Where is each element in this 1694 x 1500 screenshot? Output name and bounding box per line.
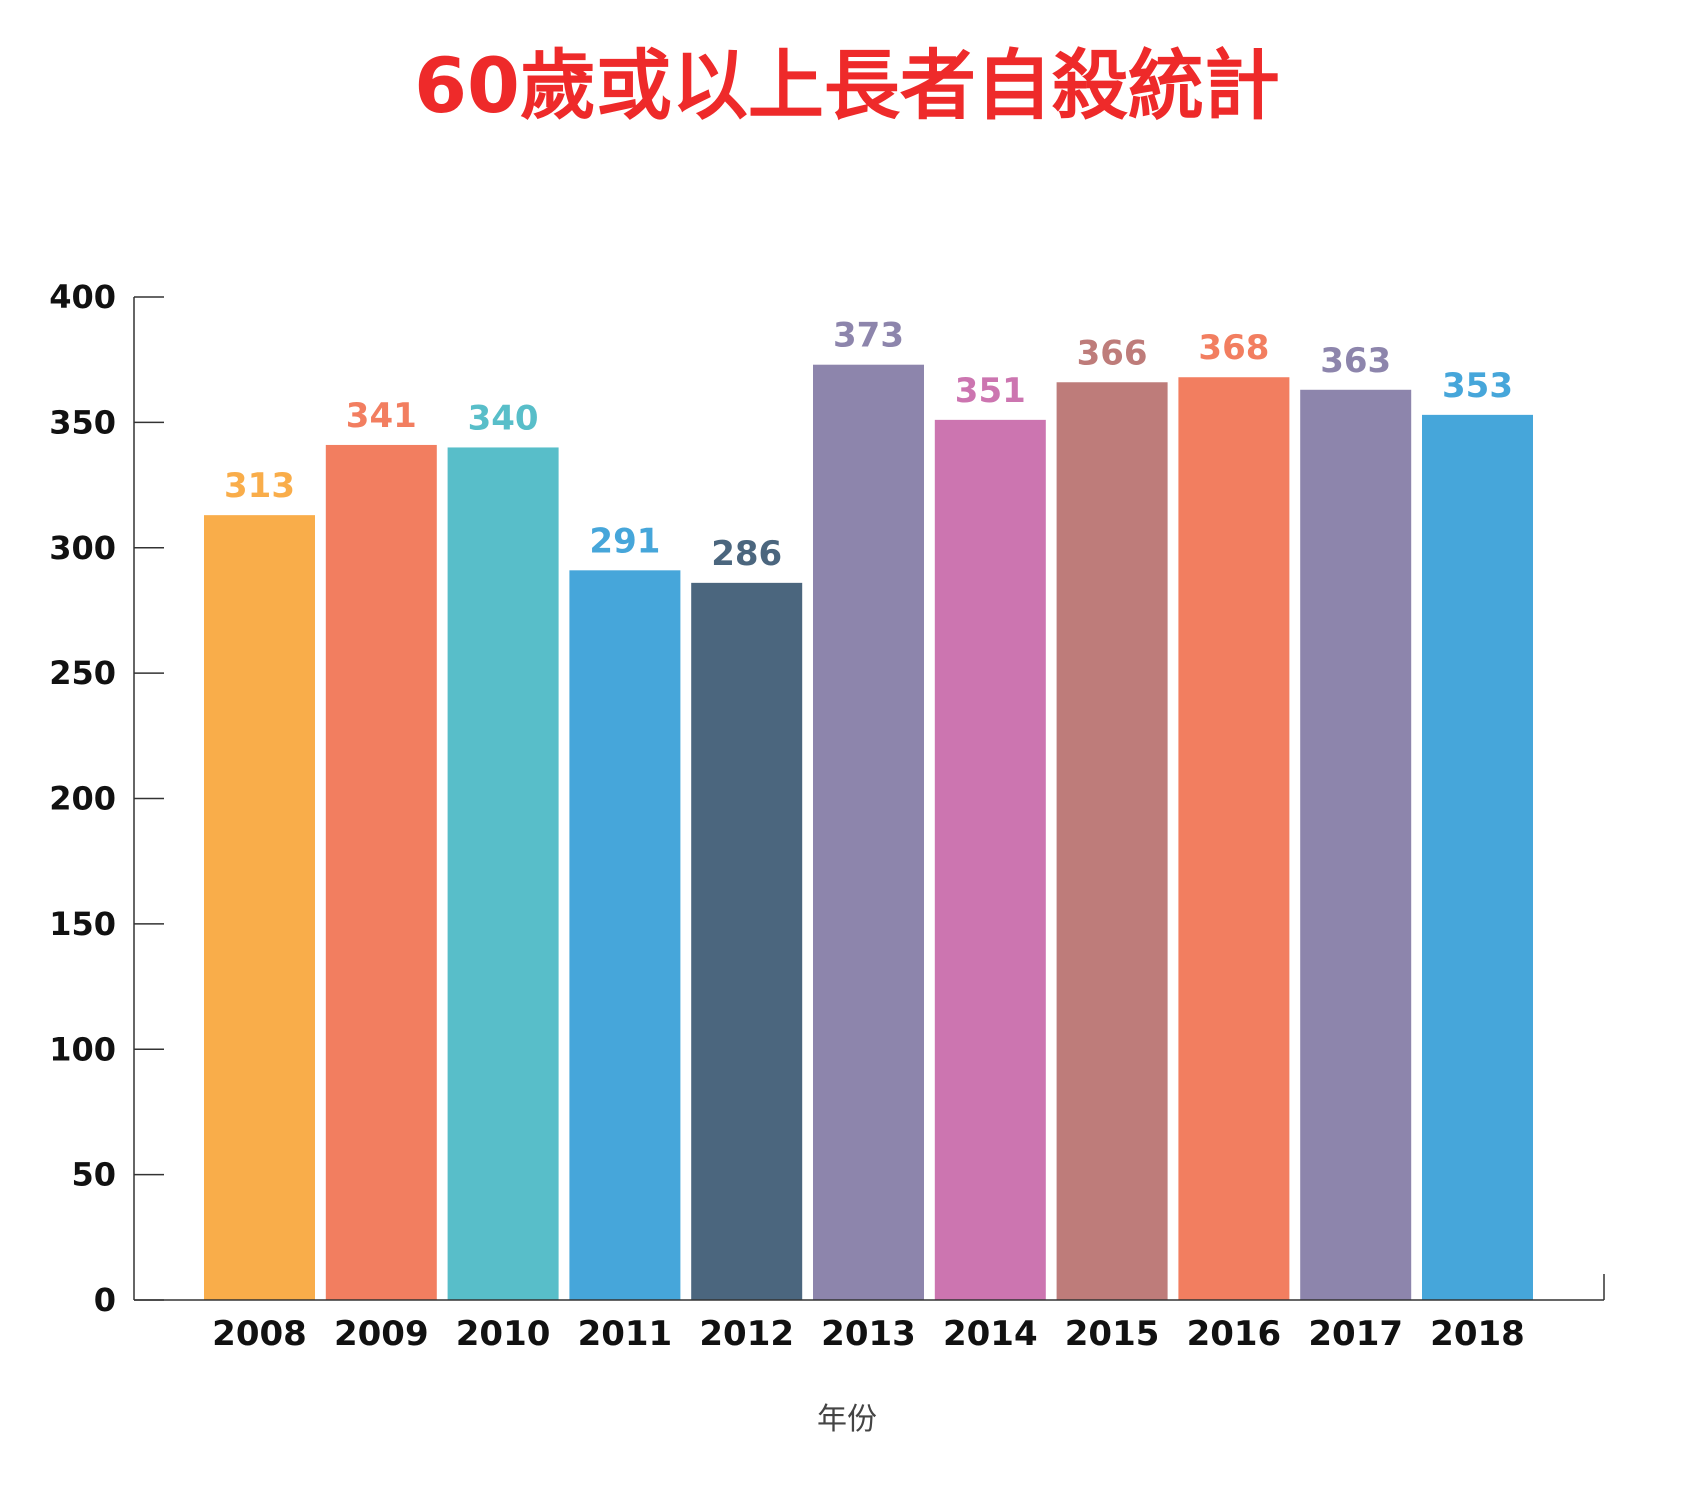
y-tick-label: 350 [49, 403, 116, 441]
bar-2017 [1300, 389, 1412, 1301]
bar-2014 [934, 419, 1046, 1300]
data-label-2009: 341 [346, 396, 417, 436]
data-label-2008: 313 [224, 466, 295, 506]
bar-2015 [1056, 382, 1168, 1300]
bar-2018 [1422, 414, 1533, 1300]
data-labels: 313 341 340 291 286 373 351 366 368 363 353 [224, 316, 1513, 574]
bar-2013 [813, 364, 924, 1300]
bar-2008 [204, 515, 315, 1300]
x-tick-label-2018: 2018 [1430, 1314, 1525, 1354]
y-tick-label: 150 [49, 905, 116, 943]
data-label-2018: 353 [1442, 366, 1513, 406]
x-tick-label-2010: 2010 [456, 1314, 551, 1354]
x-tick-label-2014: 2014 [943, 1314, 1038, 1354]
x-tick-label-2008: 2008 [212, 1314, 307, 1354]
bar-2009 [325, 444, 437, 1300]
data-label-2014: 351 [955, 371, 1026, 411]
x-tick-label-2009: 2009 [334, 1314, 429, 1354]
y-axis: 0 50 100 150 200 250 300 350 400 [49, 278, 164, 1319]
x-tick-label-2012: 2012 [699, 1314, 794, 1354]
chart-title: 60歲或以上長者自殺統計 [414, 41, 1280, 130]
y-tick-label: 0 [94, 1281, 116, 1319]
y-tick-label: 50 [71, 1156, 116, 1194]
y-tick-label: 100 [49, 1030, 116, 1068]
data-label-2011: 291 [589, 521, 660, 561]
y-tick-label: 250 [49, 654, 116, 692]
bar-2016 [1178, 377, 1290, 1300]
x-tick-label-2013: 2013 [821, 1314, 916, 1354]
y-tick-label: 400 [49, 278, 116, 316]
x-axis: 2008 2009 2010 2011 2012 2013 2014 2015 2016 2017… [134, 1274, 1605, 1354]
data-label-2013: 373 [833, 316, 904, 356]
x-tick-label-2011: 2011 [578, 1314, 673, 1354]
data-label-2012: 286 [711, 534, 782, 574]
bars [204, 364, 1533, 1301]
x-tick-label-2015: 2015 [1065, 1314, 1160, 1354]
x-tick-label-2016: 2016 [1187, 1314, 1282, 1354]
data-label-2010: 340 [468, 398, 539, 438]
y-tick-label: 300 [49, 529, 116, 567]
x-axis-title: 年份 [817, 1402, 877, 1437]
data-label-2017: 363 [1320, 341, 1391, 381]
y-tick-label: 200 [49, 780, 116, 818]
data-label-2015: 366 [1077, 333, 1148, 373]
bar-2010 [447, 447, 559, 1300]
bar-2012 [691, 582, 803, 1300]
bar-2011 [569, 570, 681, 1300]
x-tick-label-2017: 2017 [1308, 1314, 1403, 1354]
data-label-2016: 368 [1198, 328, 1269, 368]
